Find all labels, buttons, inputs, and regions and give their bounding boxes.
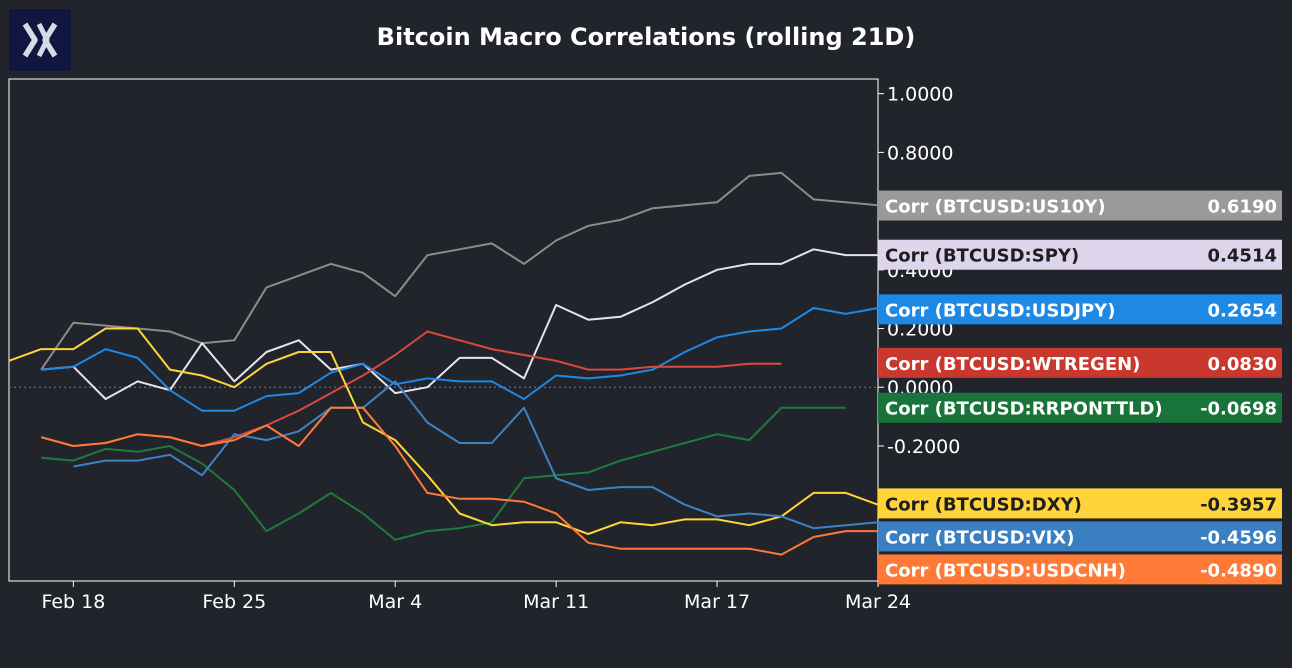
y-tick-label: 0.8000 <box>887 142 953 164</box>
legend-last-value: -0.4890 <box>1200 560 1277 581</box>
legend-item[interactable]: Corr (BTCUSD:SPY) 0.4514 <box>878 239 1282 270</box>
legend-series-name: Corr (BTCUSD:RRPONTTLD) <box>885 399 1163 420</box>
series-line-corr-btcusd-us10y <box>40 171 879 371</box>
legend-item[interactable]: Corr (BTCUSD:USDCNH) -0.4890 <box>878 554 1282 585</box>
series-line-corr-btcusd-vix <box>73 380 879 530</box>
y-tick-label: -0.2000 <box>887 436 960 458</box>
legend-label-background <box>878 190 1282 221</box>
legend-label-background <box>878 392 1282 423</box>
plot-area-frame <box>8 78 879 582</box>
legend-label-background <box>878 239 1282 270</box>
legend-label-background <box>878 521 1282 552</box>
y-tick-label: 1.0000 <box>887 84 953 106</box>
legend-label-background <box>878 347 1282 378</box>
legend-item[interactable]: Corr (BTCUSD:VIX) -0.4596 <box>878 521 1282 552</box>
legend-item[interactable]: Corr (BTCUSD:WTREGEN) 0.0830 <box>878 347 1282 378</box>
chart-title: Bitcoin Macro Correlations (rolling 21D) <box>377 23 916 51</box>
series-line-corr-btcusd-wtregen <box>40 330 782 447</box>
legend-last-value: -0.4596 <box>1200 527 1277 548</box>
legend-series-name: Corr (BTCUSD:DXY) <box>885 494 1082 515</box>
legend-last-value: 0.4514 <box>1208 246 1277 267</box>
series-line-corr-btcusd-spy <box>41 248 878 400</box>
legend-last-value: 0.6190 <box>1208 197 1277 218</box>
x-tick-label: Mar 4 <box>368 591 422 613</box>
series-line-corr-btcusd-usdcnh <box>40 406 878 556</box>
legend-last-value: -0.3957 <box>1200 494 1277 515</box>
logo-mark-icon <box>22 22 58 58</box>
legend-label-background <box>878 294 1282 325</box>
legend-item[interactable]: Corr (BTCUSD:US10Y) 0.6190 <box>878 190 1282 221</box>
legend-label-background <box>878 488 1282 519</box>
series-line-corr-btcusd-rrponttld <box>41 406 846 541</box>
legend-series-name: Corr (BTCUSD:USDJPY) <box>885 300 1115 321</box>
x-tick-label: Feb 25 <box>202 591 266 613</box>
legend-series-name: Corr (BTCUSD:SPY) <box>885 246 1079 267</box>
legend-series-name: Corr (BTCUSD:USDCNH) <box>885 560 1126 581</box>
legend-item[interactable]: Corr (BTCUSD:RRPONTTLD) -0.0698 <box>878 392 1282 423</box>
legend-series-name: Corr (BTCUSD:WTREGEN) <box>885 354 1140 375</box>
series-line-corr-btcusd-dxy <box>8 327 879 535</box>
x-tick-label: Feb 18 <box>41 591 105 613</box>
x-tick-label: Mar 24 <box>845 591 911 613</box>
legend-item[interactable]: Corr (BTCUSD:DXY) -0.3957 <box>878 488 1282 519</box>
legend-label-background <box>878 554 1282 585</box>
legend-item[interactable]: Corr (BTCUSD:USDJPY) 0.2654 <box>878 294 1282 325</box>
legend-last-value: 0.2654 <box>1208 300 1277 321</box>
x-tick-label: Mar 17 <box>684 591 750 613</box>
legend-series-name: Corr (BTCUSD:US10Y) <box>885 197 1106 218</box>
series-line-corr-btcusd-usdjpy <box>41 307 879 412</box>
brand-logo <box>9 9 71 71</box>
x-tick-label: Mar 11 <box>523 591 589 613</box>
legend-series-name: Corr (BTCUSD:VIX) <box>885 527 1074 548</box>
legend-last-value: 0.0830 <box>1208 354 1277 375</box>
legend-last-value: -0.0698 <box>1200 399 1277 420</box>
